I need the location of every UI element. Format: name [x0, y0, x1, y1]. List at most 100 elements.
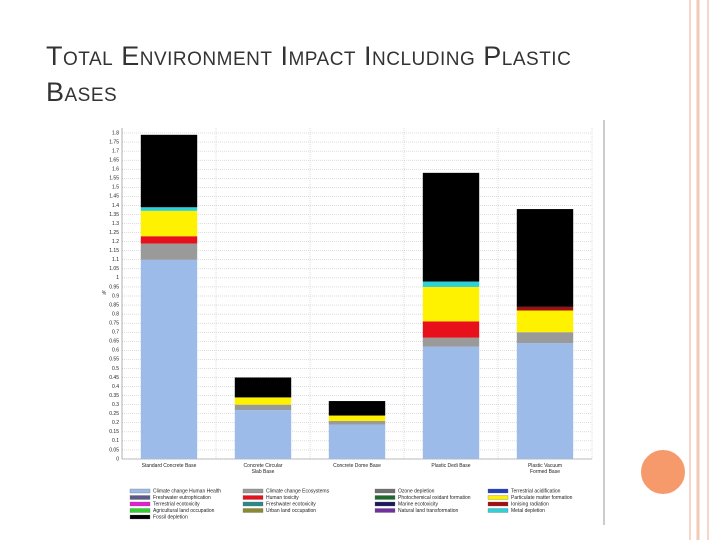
- legend-label: Marine ecotoxicity: [398, 501, 439, 507]
- legend-swatch: [129, 514, 151, 520]
- bar-segment: [140, 259, 198, 459]
- y-tick-label: 1.2: [112, 239, 119, 245]
- legend-label: Terrestrial acidification: [511, 488, 561, 494]
- bar-segment: [328, 424, 386, 459]
- legend-label: Urban land occupation: [266, 508, 316, 514]
- bar-segment: [516, 310, 574, 333]
- y-tick-label: 0: [116, 456, 119, 462]
- bar-segment: [328, 401, 386, 416]
- legend-swatch: [487, 488, 509, 494]
- y-tick-label: 0.65: [109, 339, 119, 345]
- y-tick-label: 0.7: [112, 330, 119, 336]
- y-tick-label: 0.6: [112, 348, 119, 354]
- y-tick-label: 1.75: [109, 139, 119, 145]
- bar-segment: [422, 337, 480, 347]
- y-tick-label: 1.6: [112, 167, 119, 173]
- x-tick-label: Standard Concrete Base: [142, 463, 197, 469]
- bar-segment: [328, 420, 386, 425]
- decor-circle: [639, 448, 687, 496]
- y-tick-label: 0.55: [109, 357, 119, 363]
- legend-label: Terrestrial ecotoxicity: [153, 501, 200, 507]
- x-tick-label: Concrete Circular Slab Base: [244, 463, 283, 475]
- y-tick-label: 1.5: [112, 185, 119, 191]
- legend-swatch: [129, 488, 151, 494]
- legend-swatch: [242, 488, 264, 494]
- y-tick-label: 1.65: [109, 157, 119, 163]
- legend-swatch: [242, 501, 264, 507]
- legend-swatch: [129, 508, 151, 513]
- y-tick-label: 0.25: [109, 411, 119, 417]
- bar-segment: [422, 321, 480, 338]
- y-tick-label: 0.9: [112, 293, 119, 299]
- y-tick-label: 0.4: [112, 384, 119, 390]
- y-tick-label: 1.45: [109, 194, 119, 200]
- legend-label: Ozone depletion: [398, 488, 435, 494]
- y-tick-label: 1.7: [112, 148, 119, 154]
- legend-swatch: [374, 495, 396, 500]
- legend-label: Natural land transformation: [398, 508, 459, 514]
- legend-swatch: [374, 501, 396, 507]
- legend-label: Climate change Human Health: [153, 488, 221, 494]
- y-tick-label: 1.25: [109, 230, 119, 236]
- bar-segment: [234, 404, 292, 411]
- legend-swatch: [487, 508, 509, 513]
- bar-segment: [140, 134, 198, 208]
- bar-segment: [422, 281, 480, 287]
- y-tick-label: 0.8: [112, 311, 119, 317]
- legend-swatch: [374, 488, 396, 494]
- y-tick-label: 0.85: [109, 302, 119, 308]
- x-tick-label: Plastic Dedi Base: [431, 463, 470, 469]
- bar-segment: [516, 332, 574, 344]
- y-tick-label: 1.15: [109, 248, 119, 254]
- legend-swatch: [242, 508, 264, 513]
- bar-segment: [140, 207, 198, 211]
- legend-label: Particulate matter formation: [511, 495, 573, 501]
- x-tick-label: Concrete Dome Base: [333, 463, 381, 469]
- y-tick-label: 1: [116, 275, 119, 281]
- legend-label: Freshwater eutrophication: [153, 495, 211, 501]
- y-tick-label: 0.2: [112, 420, 119, 426]
- y-tick-label: 0.75: [109, 320, 119, 326]
- y-tick-label: 0.45: [109, 375, 119, 381]
- bar-segment: [328, 415, 386, 421]
- y-tick-label: 1.55: [109, 176, 119, 182]
- y-tick-label: 0.3: [112, 402, 119, 408]
- bar-segment: [234, 397, 292, 405]
- legend-label: Agricultural land occupation: [153, 508, 215, 514]
- legend-label: Fossil depletion: [153, 514, 188, 520]
- bar-segment: [234, 410, 292, 459]
- legend-label: Metal depletion: [511, 508, 545, 514]
- bar-segment: [140, 243, 198, 260]
- legend-swatch: [129, 495, 151, 500]
- y-tick-label: 0.95: [109, 284, 119, 290]
- legend-swatch: [374, 508, 396, 513]
- slide-title: Total Environment Impact Including Plast…: [46, 41, 572, 107]
- legend-label: Freshwater ecotoxicity: [266, 501, 316, 507]
- y-tick-label: 1.8: [112, 130, 119, 136]
- y-tick-label: 0.15: [109, 429, 119, 435]
- y-tick-label: 1.1: [112, 257, 119, 263]
- y-tick-label: 1.35: [109, 212, 119, 218]
- bar-segment: [422, 346, 480, 459]
- legend-label: Human toxicity: [266, 495, 299, 501]
- y-tick-label: 1.05: [109, 266, 119, 272]
- bar-segment: [140, 236, 198, 244]
- bar-segment: [422, 286, 480, 322]
- bar-segment: [516, 343, 574, 459]
- y-tick-label: 0.35: [109, 393, 119, 399]
- legend-label: Climate change Ecosystems: [266, 488, 330, 494]
- bar-segment: [234, 377, 292, 398]
- y-tick-label: 1.3: [112, 221, 119, 227]
- bar-segment: [422, 172, 480, 282]
- y-tick-label: 0.1: [112, 438, 119, 444]
- legend-swatch: [129, 501, 151, 507]
- y-tick-label: 0.5: [112, 366, 119, 372]
- y-axis-label: %: [102, 290, 107, 296]
- legend-swatch: [242, 495, 264, 500]
- bar-segment: [516, 209, 574, 307]
- legend-label: Photochemical oxidant formation: [398, 495, 471, 501]
- bar-segment: [516, 306, 574, 311]
- bar-segment: [140, 210, 198, 237]
